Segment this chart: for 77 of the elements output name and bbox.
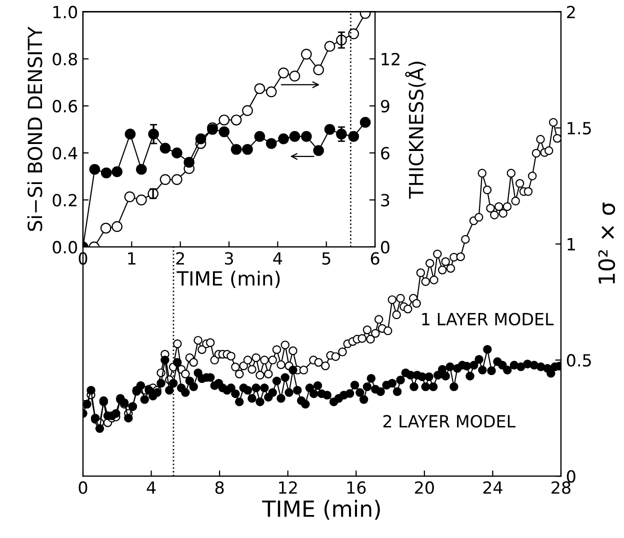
y2-tick-label: 2 <box>567 6 575 18</box>
point <box>254 83 266 94</box>
point <box>230 144 242 155</box>
y-tick-label: 1.0 <box>53 6 78 18</box>
y-tick-label: 0.4 <box>52 146 78 160</box>
x-tick-label: 24 <box>483 481 502 494</box>
x-tick-label: 2 <box>176 252 184 264</box>
y2-tick-label: 6 <box>381 146 390 160</box>
point <box>324 124 336 135</box>
point <box>360 116 371 128</box>
y2-tick-label: 1 <box>568 238 575 250</box>
y2-tick-label: 0 <box>566 470 576 483</box>
point <box>112 166 122 178</box>
x-tick-label: 8 <box>215 481 224 494</box>
x-tick-label: 20 <box>415 481 434 494</box>
point <box>112 221 122 232</box>
x-tick-label: 16 <box>347 481 366 494</box>
point <box>336 128 347 140</box>
point <box>136 194 147 206</box>
point <box>313 64 324 76</box>
series-label: 2 LAYER MODEL <box>383 414 516 428</box>
point <box>89 164 100 175</box>
point <box>136 164 147 175</box>
point <box>160 142 171 154</box>
x-tick-label: 1 <box>128 252 136 264</box>
point <box>300 131 312 142</box>
point <box>278 133 289 144</box>
point <box>300 48 312 60</box>
point <box>195 133 206 144</box>
x-tick-label: 12 <box>279 481 297 494</box>
point <box>124 191 136 202</box>
y-tick-label: 0.8 <box>52 52 77 66</box>
point <box>172 174 182 185</box>
point <box>160 174 171 185</box>
point <box>254 131 266 142</box>
point <box>266 86 277 98</box>
y2-axis-title: 10² × σ <box>598 202 616 284</box>
series-label: 1 LAYER MODEL <box>422 312 554 326</box>
x-tick-label: 3 <box>224 252 233 265</box>
y-tick-label: 0.6 <box>52 100 78 112</box>
point <box>172 147 182 158</box>
x-tick-label: 4 <box>146 482 156 494</box>
point <box>242 144 253 155</box>
point <box>278 68 289 78</box>
point <box>218 126 230 138</box>
point <box>100 222 112 234</box>
point <box>266 138 277 149</box>
x-tick-label: 5 <box>322 252 330 265</box>
point <box>100 167 112 178</box>
x-tick-label: 0 <box>78 481 88 494</box>
y2-axis-title: THICKNESS(Å) <box>405 62 426 199</box>
point <box>348 28 360 40</box>
point <box>230 114 242 126</box>
point <box>184 156 195 168</box>
y2-tick-label: 0 <box>380 240 390 254</box>
x-tick-label: 6 <box>370 252 380 265</box>
x-axis-title: TIME (min) <box>262 500 380 520</box>
point <box>218 114 230 126</box>
x-tick-label: 4 <box>273 252 282 264</box>
point <box>313 145 324 156</box>
y-axis-title: Si−Si BOND DENSITY <box>27 26 42 231</box>
point <box>289 70 300 82</box>
point <box>348 131 360 142</box>
y2-tick-label: 1.5 <box>568 122 591 134</box>
point <box>242 105 253 116</box>
x-axis-title: TIME (min) <box>176 270 280 288</box>
y2-tick-label: 9 <box>380 100 390 112</box>
point <box>148 128 159 140</box>
y2-tick-label: 12 <box>382 52 400 66</box>
point <box>124 128 136 140</box>
y-tick-label: 0.2 <box>52 194 76 206</box>
y2-tick-label: 3 <box>381 194 390 206</box>
x-tick-label: 28 <box>552 481 570 494</box>
point <box>324 40 336 52</box>
y-tick-label: 0.0 <box>52 240 78 254</box>
point <box>289 131 300 142</box>
y2-tick-label: 0.5 <box>566 354 591 367</box>
